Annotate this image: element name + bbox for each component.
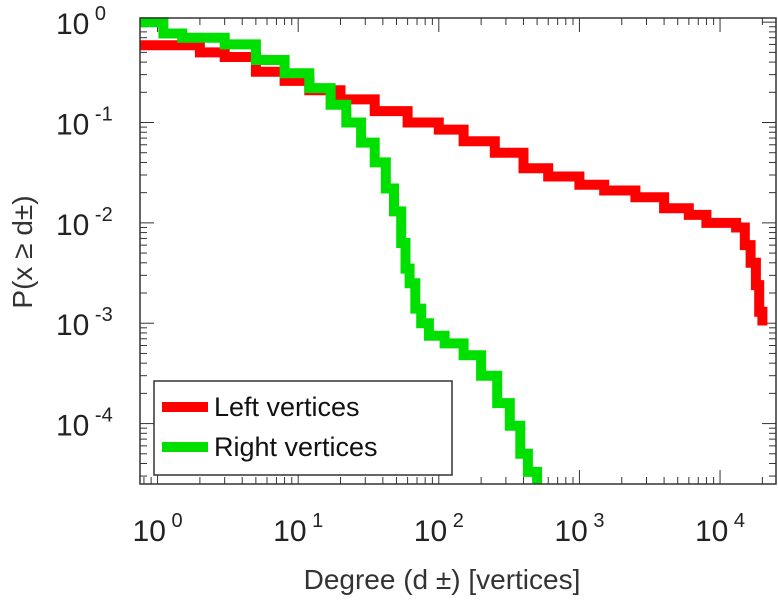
x-tick-label: 10 1 <box>273 510 323 548</box>
legend: Left vertices Right vertices <box>153 380 453 476</box>
legend-box <box>153 380 453 476</box>
x-axis-label: Degree (d ±) [vertices] <box>304 564 581 595</box>
legend-label-right-vertices: Right vertices <box>214 432 378 462</box>
y-tick-label: 10 -1 <box>56 104 113 142</box>
tick-labels: 10 0 10 1 10 2 10 3 10 4 10 0 10 -1 10 -2 10 -3 1… <box>56 3 745 548</box>
series-line-left-vertices <box>140 40 768 326</box>
x-tick-label: 10 3 <box>554 510 604 548</box>
y-tick-label: 10 -3 <box>56 304 113 342</box>
y-tick-label: 10 -2 <box>56 204 113 242</box>
series-layer <box>140 17 768 484</box>
y-tick-label: 10 0 <box>56 3 106 41</box>
x-tick-label: 10 4 <box>695 510 745 548</box>
series-line-right-vertices <box>140 17 543 484</box>
legend-label-left-vertices: Left vertices <box>214 392 360 422</box>
x-tick-label: 10 2 <box>414 510 464 548</box>
y-tick-label: 10 -4 <box>56 405 113 443</box>
axes-box <box>139 17 777 485</box>
y-axis-label: P(x ≥ d±) <box>7 195 38 308</box>
x-tick-label: 10 0 <box>133 510 183 548</box>
